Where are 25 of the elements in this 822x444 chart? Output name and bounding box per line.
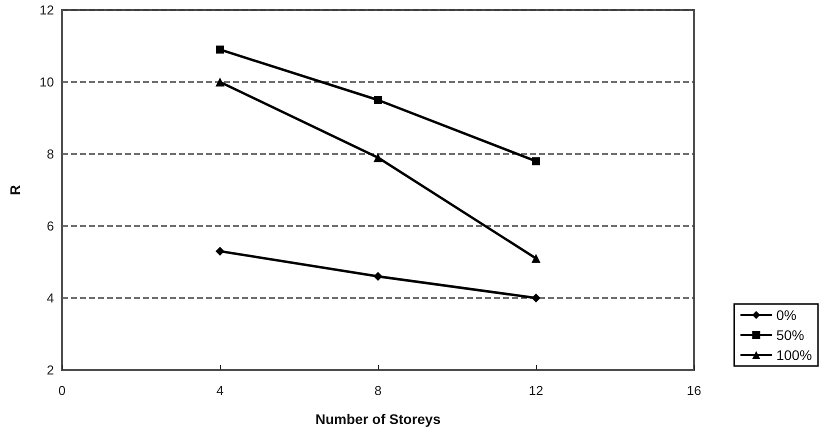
legend-label: 0% <box>776 307 796 323</box>
point <box>532 294 540 302</box>
point <box>532 157 540 166</box>
point <box>216 78 224 86</box>
legend-label: 50% <box>776 327 804 343</box>
point <box>532 254 540 263</box>
x-tick-label: 0 <box>58 383 66 398</box>
x-tick-label: 16 <box>686 383 702 398</box>
y-tick-label: 2 <box>46 362 54 378</box>
y-tick-label: 6 <box>46 218 54 234</box>
point <box>216 246 224 256</box>
x-tick-label: 4 <box>216 383 224 398</box>
point <box>216 46 224 54</box>
y-axis-title: R <box>7 184 23 196</box>
point <box>374 272 382 281</box>
x-axis-title: Number of Storeys <box>315 411 441 427</box>
x-tick-label: 12 <box>528 383 544 398</box>
y-tick-label: 12 <box>40 2 54 18</box>
x-tick-label: 8 <box>374 383 382 398</box>
y-tick-label: 10 <box>40 74 54 90</box>
y-tick-label: 4 <box>46 290 54 306</box>
point <box>374 96 382 104</box>
legend-label: 100% <box>776 347 812 363</box>
point <box>374 153 382 162</box>
y-tick-label: 8 <box>46 146 54 162</box>
